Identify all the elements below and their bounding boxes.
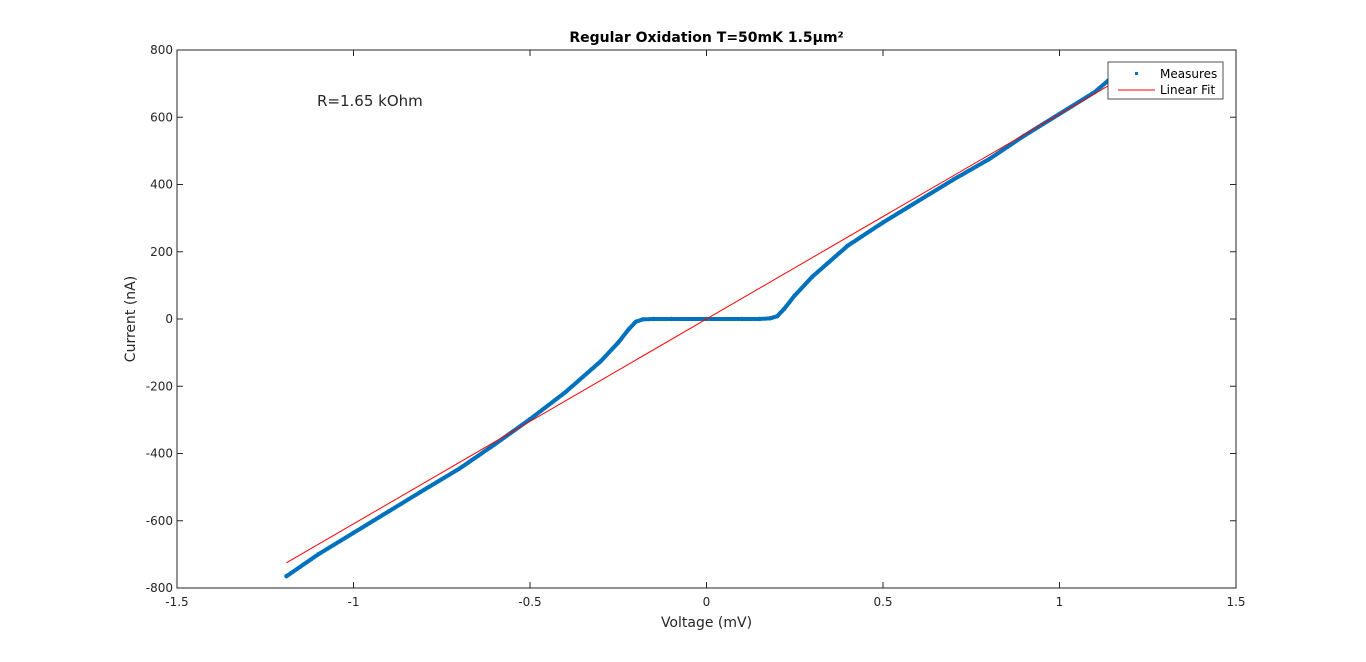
y-tick-label: 0 <box>165 312 173 326</box>
y-tick-label: 600 <box>150 110 173 124</box>
legend-label-measures: Measures <box>1160 67 1217 81</box>
x-tick-label: -1.5 <box>165 595 188 609</box>
y-tick-label: -200 <box>146 379 173 393</box>
y-axis-label: Current (nA) <box>123 276 139 362</box>
y-tick-label: 200 <box>150 245 173 259</box>
legend-marker-measures <box>1135 72 1138 75</box>
legend[interactable]: Measures Linear Fit <box>1107 61 1224 100</box>
resistance-annotation: R=1.65 kOhm <box>317 92 423 110</box>
legend-box <box>1107 61 1224 100</box>
x-tick-label: 0.5 <box>873 595 892 609</box>
series-line-linear-fit <box>286 74 1127 564</box>
chart-title: Regular Oxidation T=50mK 1.5µm² <box>569 30 843 46</box>
y-tick-label: -600 <box>146 514 173 528</box>
legend-label-linear-fit: Linear Fit <box>1160 83 1215 97</box>
x-tick-label: 0 <box>703 595 711 609</box>
y-tick-label: 800 <box>150 43 173 57</box>
y-tick-label: -800 <box>146 581 173 595</box>
x-tick-label: 1 <box>1056 595 1064 609</box>
series-layer <box>284 74 1127 579</box>
x-axis-label: Voltage (mV) <box>661 615 752 631</box>
y-tick-label: -400 <box>146 447 173 461</box>
y-tick-label: 400 <box>150 178 173 192</box>
ticks-layer: -1.5 -1 -0.5 0 0.5 1 1.5 -800 -600 -400 -200 0 200 40… <box>146 43 1246 609</box>
x-tick-label: 1.5 <box>1226 595 1245 609</box>
x-tick-label: -1 <box>348 595 360 609</box>
x-tick-label: -0.5 <box>518 595 541 609</box>
